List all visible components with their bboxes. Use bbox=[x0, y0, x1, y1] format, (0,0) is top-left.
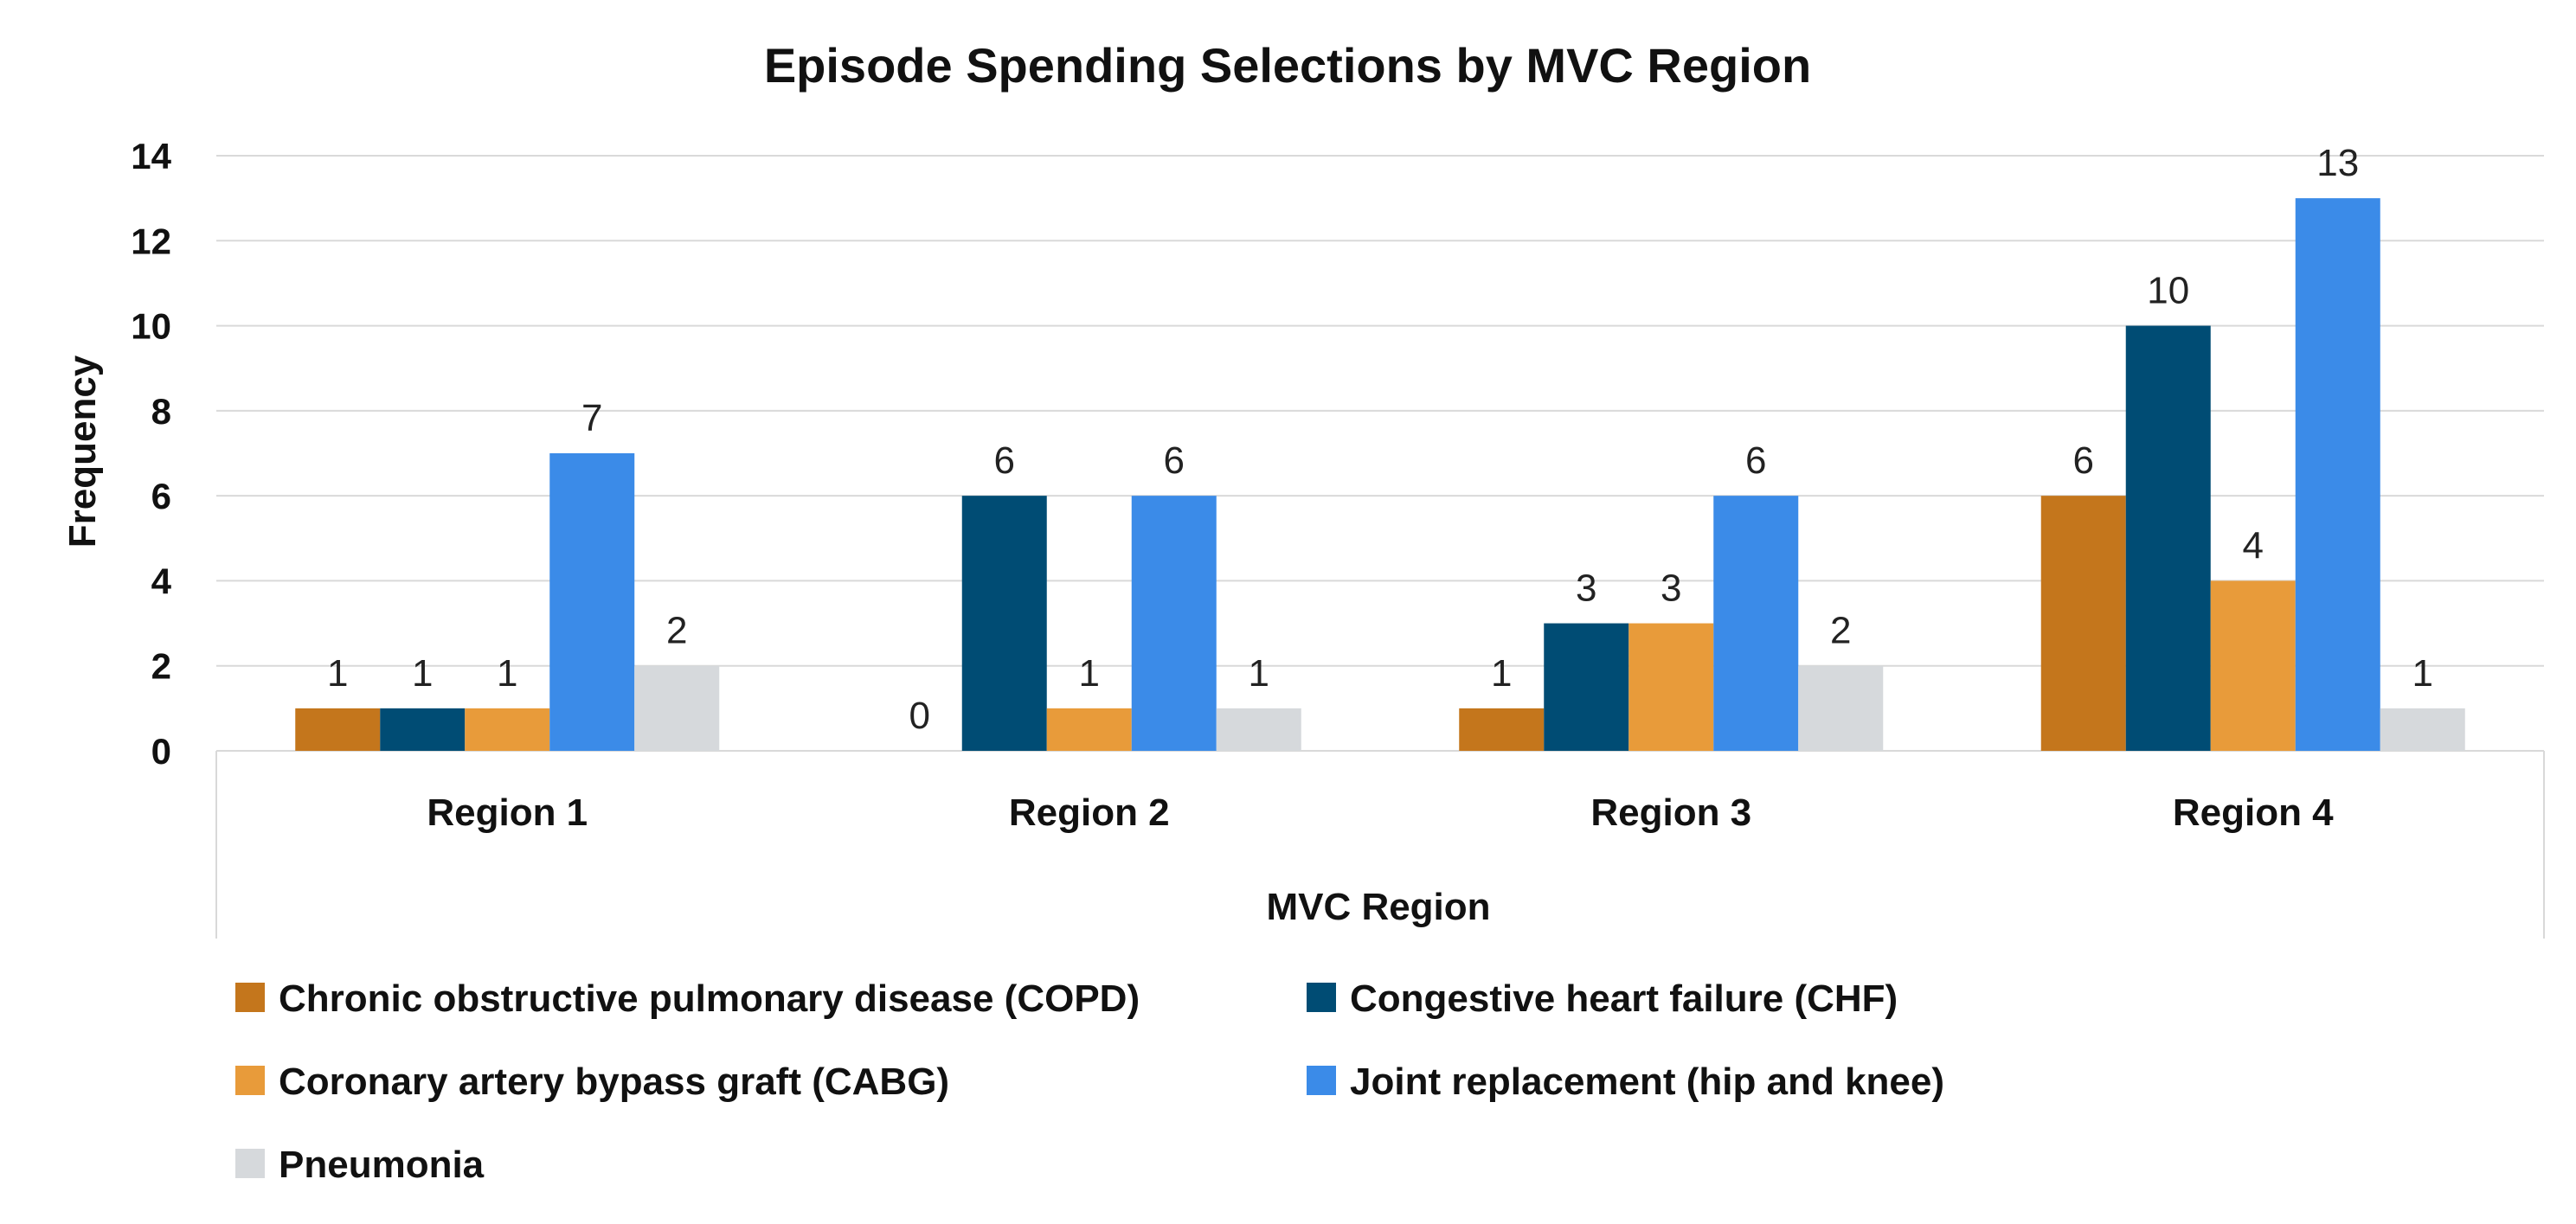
bar bbox=[1046, 708, 1132, 751]
data-label: 2 bbox=[666, 610, 687, 652]
bar bbox=[295, 708, 381, 751]
data-label: 1 bbox=[2412, 652, 2433, 695]
chart-title: Episode Spending Selections by MVC Regio… bbox=[764, 38, 1811, 93]
data-label: 1 bbox=[327, 652, 348, 695]
bar bbox=[961, 496, 1047, 751]
bar bbox=[2380, 708, 2465, 751]
bar bbox=[1131, 496, 1217, 751]
bar bbox=[380, 708, 466, 751]
legend-label: Pneumonia bbox=[279, 1144, 485, 1186]
bar bbox=[1459, 708, 1545, 751]
bar bbox=[1713, 496, 1799, 751]
data-label: 1 bbox=[1249, 652, 1269, 695]
bar bbox=[1628, 623, 1714, 751]
x-axis-label: MVC Region bbox=[1266, 886, 1490, 928]
data-label: 6 bbox=[2073, 439, 2094, 482]
y-tick-label: 14 bbox=[131, 136, 171, 176]
data-label: 1 bbox=[497, 652, 517, 695]
y-tick-label: 6 bbox=[151, 476, 171, 516]
x-tick-label: Region 2 bbox=[1009, 791, 1170, 834]
bar bbox=[1544, 623, 1629, 751]
y-tick-label: 0 bbox=[151, 731, 171, 772]
legend-swatch bbox=[235, 1149, 265, 1178]
legend-label: Joint replacement (hip and knee) bbox=[1350, 1061, 1944, 1103]
legend-swatch bbox=[235, 983, 265, 1012]
data-label: 6 bbox=[1164, 439, 1185, 482]
data-label: 4 bbox=[2243, 524, 2264, 567]
legend-swatch bbox=[1307, 1066, 1336, 1095]
bar bbox=[465, 708, 550, 751]
legend-label: Coronary artery bypass graft (CABG) bbox=[279, 1061, 949, 1103]
bar bbox=[634, 665, 720, 751]
data-label: 1 bbox=[412, 652, 433, 695]
legend-label: Chronic obstructive pulmonary disease (C… bbox=[279, 977, 1140, 1020]
bar bbox=[549, 453, 635, 751]
y-tick-label: 10 bbox=[131, 306, 171, 347]
bar bbox=[2295, 198, 2380, 752]
legend: Chronic obstructive pulmonary disease (C… bbox=[235, 977, 1944, 1186]
data-label: 1 bbox=[1079, 652, 1100, 695]
bar bbox=[1798, 665, 1884, 751]
data-label: 6 bbox=[994, 439, 1015, 482]
x-tick-label: Region 3 bbox=[1590, 791, 1751, 834]
legend-label: Congestive heart failure (CHF) bbox=[1350, 977, 1898, 1020]
legend-swatch bbox=[235, 1066, 265, 1095]
data-label: 10 bbox=[2147, 270, 2189, 312]
data-label: 6 bbox=[1745, 439, 1766, 482]
data-label: 7 bbox=[581, 397, 602, 439]
data-label: 13 bbox=[2316, 142, 2359, 184]
data-label: 0 bbox=[909, 695, 930, 737]
data-label: 2 bbox=[1830, 610, 1851, 652]
data-label: 3 bbox=[1661, 567, 1681, 610]
x-tick-label: Region 4 bbox=[2173, 791, 2334, 834]
bar bbox=[2040, 496, 2126, 751]
data-label: 1 bbox=[1491, 652, 1512, 695]
bar bbox=[1216, 708, 1301, 751]
y-axis-ticks: 0 2 4 6 8 10 12 14 bbox=[131, 136, 171, 772]
y-tick-label: 2 bbox=[151, 646, 171, 687]
x-tick-label: Region 1 bbox=[427, 791, 588, 834]
y-axis-label: Frequency bbox=[61, 355, 104, 548]
data-label: 3 bbox=[1576, 567, 1596, 610]
y-tick-label: 12 bbox=[131, 221, 171, 261]
x-axis-ticks: Region 1 Region 2 Region 3 Region 4 bbox=[427, 791, 2334, 834]
legend-swatch bbox=[1307, 983, 1336, 1012]
bar bbox=[2125, 325, 2211, 751]
y-tick-label: 4 bbox=[151, 561, 172, 601]
bars bbox=[295, 198, 2465, 752]
y-tick-label: 8 bbox=[151, 391, 171, 432]
bar bbox=[2210, 580, 2296, 751]
